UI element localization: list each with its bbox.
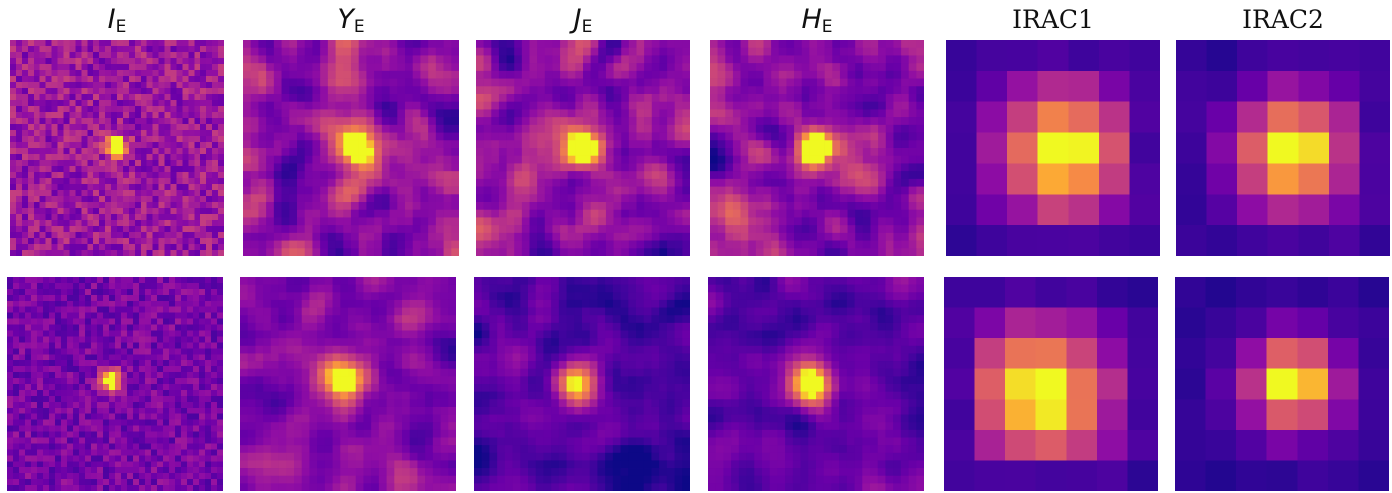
- cutout-row1-ie: [10, 40, 224, 256]
- cutout-row2-irac2: [1175, 277, 1389, 491]
- band-label-he: HE: [801, 4, 833, 37]
- cutout-row1-he: [710, 40, 924, 256]
- cutout-row2-je: [474, 277, 690, 491]
- band-label-ie: IE: [107, 4, 127, 37]
- cutout-row2-he: [708, 277, 924, 491]
- band-label-ye: YE: [337, 4, 365, 37]
- band-label-je: JE: [573, 4, 593, 37]
- cutout-row1-irac1: [946, 40, 1160, 256]
- band-label-irac2: IRAC2: [1242, 5, 1324, 34]
- cutout-row2-ie: [7, 277, 223, 491]
- cutout-row1-je: [476, 40, 690, 256]
- cutout-row1-ye: [243, 40, 459, 256]
- cutout-row1-irac2: [1176, 40, 1390, 256]
- cutout-row2-ye: [240, 277, 456, 491]
- cutout-row2-irac1: [944, 277, 1158, 491]
- band-label-irac1: IRAC1: [1012, 5, 1094, 34]
